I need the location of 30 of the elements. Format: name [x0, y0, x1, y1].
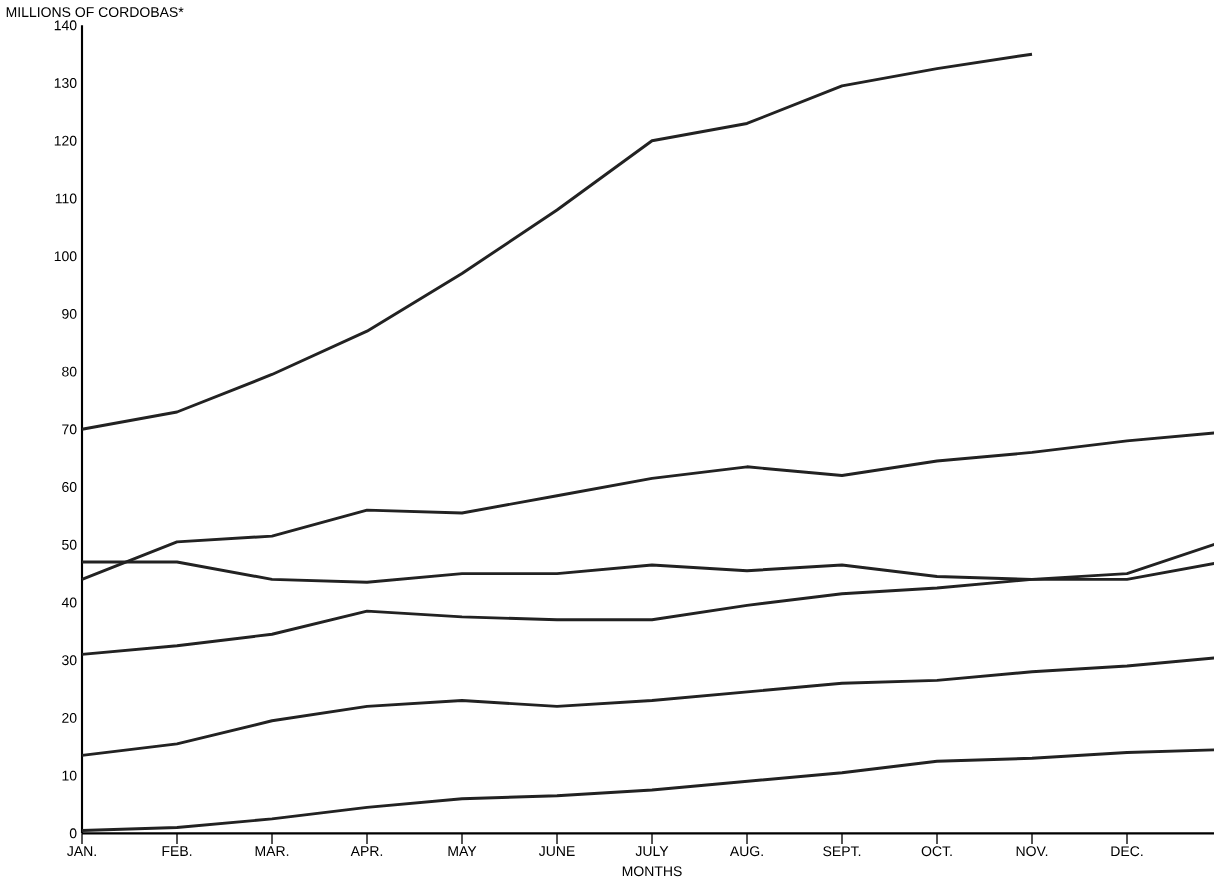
y-tick-label: 10	[62, 770, 77, 781]
x-tick-label: APR.	[350, 846, 383, 856]
x-tick-label: FEB.	[162, 846, 192, 856]
y-tick-label: 100	[54, 251, 77, 262]
y-tick-label: 140	[54, 20, 77, 31]
y-tick-label: 50	[62, 539, 77, 550]
x-tick-label: OCT.	[921, 846, 952, 857]
y-tick-label: 60	[62, 482, 77, 492]
x-tick-label: JUNE	[538, 846, 575, 857]
y-tick-label: 80	[62, 366, 77, 377]
x-tick-label: SEPT.	[823, 846, 861, 857]
x-tick-label: NOV.	[1016, 846, 1048, 857]
y-tick-label: 40	[61, 597, 77, 608]
x-tick-label: MAR.	[255, 846, 289, 856]
x-tick-label: JULY	[635, 846, 669, 857]
line-series	[80, 52, 1034, 431]
y-tick-label: 90	[62, 308, 77, 319]
x-tick-label: DEC.	[1111, 846, 1143, 857]
y-tick-label: 20	[62, 712, 77, 723]
x-tick-label: MAY	[448, 846, 477, 856]
y-tick-label: 130	[54, 78, 77, 88]
y-tick-label: 0	[69, 828, 77, 839]
y-tick-label: 110	[55, 193, 77, 204]
x-tick-label: AUG.	[729, 846, 763, 857]
x-axis-title: MONTHS	[622, 866, 682, 877]
y-tick-label: 30	[62, 655, 77, 666]
x-tick-label: JAN.	[67, 846, 96, 857]
y-tick-label: 120	[54, 135, 77, 146]
y-tick-label: 70	[62, 424, 77, 435]
y-axis-title: MILLIONS OF CORDOBAS*	[6, 7, 184, 18]
